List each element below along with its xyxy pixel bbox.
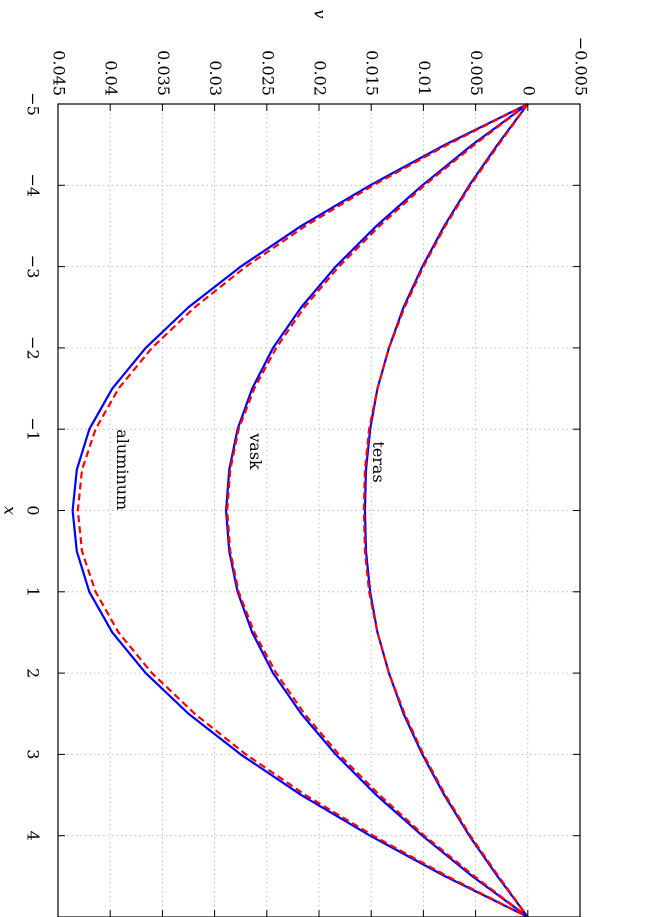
annotation-aluminum: aluminum <box>113 429 132 510</box>
series-aluminum-solid <box>71 103 529 917</box>
x-tick-label: 0 <box>24 505 43 515</box>
x-tick-label: −5 <box>24 92 43 116</box>
series-vask-solid <box>224 103 529 917</box>
series-vask-dashed <box>226 103 529 917</box>
x-tick-label: −2 <box>24 336 43 360</box>
grid-layer <box>58 104 580 917</box>
y-axis-title: v <box>311 9 330 18</box>
x-tick-label: −1 <box>24 417 43 441</box>
v-tick-label: 0.03 <box>206 60 225 96</box>
v-tick-label: 0.045 <box>50 50 69 96</box>
v-tick-label: 0.025 <box>258 50 277 96</box>
v-tick-label: 0.02 <box>311 60 330 96</box>
x-tick-label: 1 <box>24 587 43 597</box>
x-tick-label: 2 <box>24 668 43 678</box>
v-tick-label: 0.04 <box>102 60 121 96</box>
label-layer: −5 −4 −3 −2 −1 0 1 2 3 4 −0.005 0 0.005 0.01 0.015 0.02… <box>24 37 591 841</box>
v-tick-label: 0 <box>519 86 538 96</box>
v-tick-label: 0.015 <box>363 50 382 96</box>
tick-layer <box>57 103 581 917</box>
series-aluminum-dashed <box>76 103 529 917</box>
annotation-layer: teras vask aluminum <box>113 429 388 510</box>
series-layer <box>71 103 529 917</box>
x-tick-label: −4 <box>24 174 43 198</box>
x-axis-title: x <box>1 506 20 515</box>
annotation-teras: teras <box>369 441 388 482</box>
v-tick-label: 0.035 <box>154 50 173 96</box>
v-tick-label: 0.005 <box>467 50 486 96</box>
x-tick-label: 4 <box>24 831 43 841</box>
v-tick-label: −0.005 <box>572 37 591 96</box>
series-teras-dashed <box>362 103 529 917</box>
x-tick-label: −3 <box>24 255 43 279</box>
v-tick-label: 0.01 <box>415 60 434 96</box>
annotation-vask: vask <box>246 432 265 470</box>
x-tick-label: 3 <box>24 749 43 759</box>
